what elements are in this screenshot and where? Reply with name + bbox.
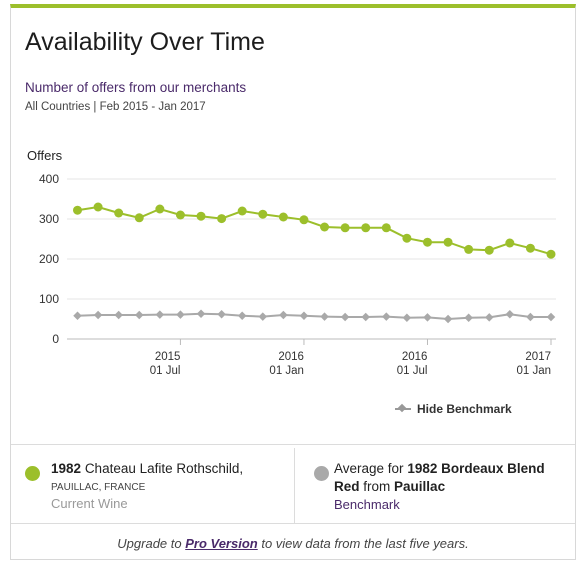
- wine-data-point: [464, 244, 474, 254]
- legend-divider: [294, 448, 295, 523]
- y-tick-label: 100: [39, 292, 59, 306]
- wine-region: PAUILLAC, FRANCE: [51, 482, 146, 493]
- benchmark-data-point: [114, 310, 123, 320]
- current-wine-legend: 1982 Chateau Lafite Rothschild, PAUILLAC…: [25, 460, 285, 511]
- benchmark-data-point: [93, 310, 103, 320]
- wine-data-point: [237, 206, 247, 216]
- wine-data-point: [155, 204, 165, 214]
- y-axis-label: Offers: [27, 148, 63, 163]
- benchmark-data-point: [443, 314, 453, 324]
- benchmark-legend: Average for 1982 Bordeaux Blend Red from…: [314, 460, 564, 512]
- wine-data-point: [381, 223, 391, 233]
- wine-year: 1982: [51, 461, 82, 476]
- x-tick-label: 01 Jul: [150, 365, 181, 377]
- benchmark-data-point: [299, 311, 309, 321]
- availability-panel: Availability Over Time Number of offers …: [10, 4, 576, 560]
- benchmark-series-line: [77, 312, 551, 321]
- benchmark-data-point: [237, 311, 247, 321]
- pro-version-link[interactable]: Pro Version: [185, 536, 258, 551]
- hide-benchmark-label: Hide Benchmark: [417, 402, 512, 416]
- wine-data-point: [93, 202, 103, 212]
- wine-data-point: [361, 223, 371, 233]
- x-tick-label: 01 Jul: [397, 365, 428, 377]
- benchmark-title: Average for 1982 Bordeaux Blend Red from…: [334, 460, 564, 496]
- y-tick-label: 200: [39, 252, 59, 266]
- page-title: Availability Over Time: [25, 28, 265, 56]
- wine-data-point: [320, 222, 330, 232]
- wine-data-point: [299, 215, 309, 225]
- benchmark-dot: [314, 466, 329, 481]
- wine-data-point: [402, 233, 412, 243]
- benchmark-data-point: [464, 313, 473, 323]
- benchmark-legend-icon: [395, 408, 411, 410]
- benchmark-from: from: [363, 479, 391, 494]
- hide-benchmark-toggle[interactable]: Hide Benchmark: [395, 402, 512, 416]
- chart-meta: All Countries | Feb 2015 - Jan 2017: [25, 101, 206, 113]
- x-tick-label: 2016: [278, 351, 304, 363]
- wine-data-point: [134, 213, 144, 223]
- benchmark-data-point: [155, 310, 165, 319]
- benchmark-data-point: [361, 312, 370, 322]
- wine-data-point: [114, 208, 124, 218]
- wine-data-point: [484, 245, 494, 255]
- x-tick-label: 2017: [525, 351, 551, 363]
- benchmark-data-point: [217, 309, 226, 319]
- benchmark-data-point: [340, 312, 350, 322]
- y-tick-label: 300: [39, 212, 59, 226]
- x-tick-label: 01 Jan: [269, 365, 304, 377]
- benchmark-data-point: [73, 311, 82, 321]
- benchmark-data-point: [382, 312, 391, 321]
- wine-data-point: [278, 212, 288, 222]
- wine-data-point: [217, 214, 227, 224]
- benchmark-data-point: [196, 309, 206, 319]
- x-tick-label: 2015: [155, 351, 181, 363]
- wine-data-point: [258, 209, 268, 219]
- benchmark-data-point: [402, 313, 412, 323]
- benchmark-data-point: [135, 310, 144, 320]
- chart-subtitle: Number of offers from our merchants: [25, 80, 247, 95]
- wine-data-point: [505, 238, 515, 248]
- x-tick-label: 2016: [402, 351, 428, 363]
- y-tick-label: 400: [39, 172, 59, 186]
- wine-data-point: [175, 210, 185, 220]
- x-tick-label: 01 Jan: [516, 365, 551, 377]
- y-tick-label: 0: [52, 332, 59, 346]
- benchmark-data-point: [505, 309, 515, 319]
- benchmark-name: 1982 Bordeaux Blend Red: [334, 461, 545, 494]
- upgrade-banner: Upgrade to Pro Version to view data from…: [11, 536, 575, 551]
- current-wine-title: 1982 Chateau Lafite Rothschild,: [51, 460, 285, 478]
- wine-data-point: [73, 205, 82, 215]
- wine-data-point: [196, 211, 206, 221]
- current-wine-label: Current Wine: [51, 496, 128, 511]
- benchmark-data-point: [320, 312, 329, 321]
- wine-data-point: [546, 249, 556, 259]
- benchmark-data-point: [526, 312, 535, 322]
- upgrade-pre: Upgrade to: [117, 536, 182, 551]
- wine-data-point: [340, 223, 350, 233]
- wine-data-point: [443, 237, 453, 247]
- benchmark-data-point: [423, 313, 432, 322]
- benchmark-data-point: [176, 310, 185, 319]
- benchmark-place: Pauillac: [394, 479, 446, 494]
- current-wine-dot: [25, 466, 40, 481]
- benchmark-prefix: Average for: [334, 461, 404, 476]
- wine-data-point: [422, 237, 432, 247]
- benchmark-data-point: [258, 312, 268, 321]
- benchmark-link[interactable]: Benchmark: [334, 497, 400, 512]
- wine-data-point: [525, 243, 535, 253]
- availability-chart: 0 100 200 300 400 Offers 2015 01 Jul 2016 01 Jan 2…: [27, 148, 556, 377]
- wine-series-line: [77, 205, 552, 256]
- footer-divider: [11, 523, 575, 524]
- benchmark-data-point: [279, 310, 288, 320]
- wine-name: Chateau Lafite Rothschild,: [84, 461, 244, 476]
- benchmark-data-point: [546, 312, 556, 322]
- benchmark-data-point: [484, 313, 494, 322]
- upgrade-post: to view data from the last five years.: [261, 536, 469, 551]
- section-divider: [11, 444, 575, 445]
